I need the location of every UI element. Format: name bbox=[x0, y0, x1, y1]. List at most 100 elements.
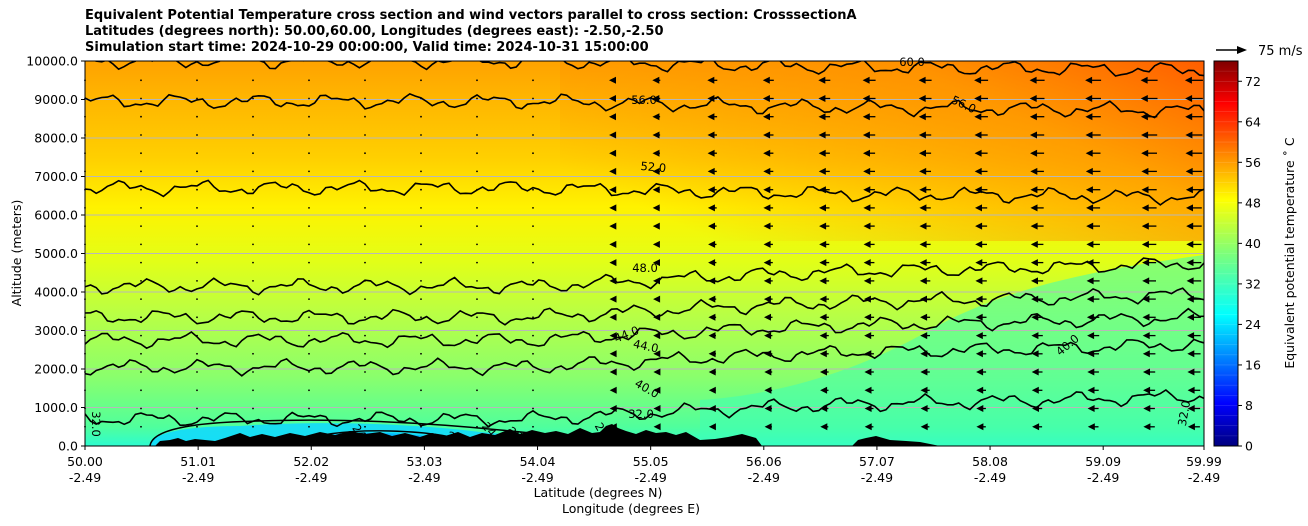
wind-vector bbox=[653, 405, 661, 412]
wind-vector bbox=[1031, 368, 1043, 376]
wind-vector bbox=[1030, 149, 1045, 157]
wind-vector-head bbox=[1085, 131, 1093, 139]
wind-vector bbox=[1141, 204, 1157, 212]
wind-vector-calm bbox=[252, 280, 254, 282]
x-tick-label-lon: -2.49 bbox=[182, 470, 214, 485]
wind-vector bbox=[707, 186, 717, 194]
wind-vector-head bbox=[975, 350, 983, 358]
wind-vector bbox=[920, 313, 931, 321]
contour-line-56 bbox=[85, 92, 1204, 119]
wind-vector-head bbox=[708, 222, 715, 230]
wind-vector bbox=[1085, 131, 1101, 139]
wind-vector-head bbox=[609, 186, 617, 194]
wind-vector bbox=[609, 167, 617, 175]
x-axis-label-latitude: Latitude (degrees N) bbox=[534, 485, 663, 500]
wind-vector-head bbox=[763, 113, 770, 121]
colorbar-label: Equivalent potential temperature ˚ C bbox=[1282, 137, 1297, 369]
wind-vector bbox=[1142, 313, 1156, 321]
wind-vector-head bbox=[708, 240, 716, 248]
wind-vector-calm bbox=[476, 207, 478, 209]
y-axis: 0.0 1000.0 2000.0 3000.0 4000.0 5000.0 6000.0 7… bbox=[26, 54, 85, 454]
wind-vector bbox=[762, 76, 774, 84]
wind-vector bbox=[763, 222, 773, 230]
wind-vector-head bbox=[609, 222, 617, 230]
wind-vector-calm bbox=[196, 207, 198, 209]
wind-vector-head bbox=[864, 332, 872, 340]
wind-vector-calm bbox=[252, 261, 254, 264]
wind-vector bbox=[653, 332, 661, 340]
colorbar-bands bbox=[1214, 70, 1238, 437]
chart-title-line-1: Equivalent Potential Temperature cross s… bbox=[85, 8, 857, 23]
wind-vector-calm bbox=[196, 280, 198, 282]
wind-vector-head bbox=[1086, 277, 1094, 285]
wind-vector-head bbox=[652, 95, 660, 102]
wind-vector bbox=[1085, 76, 1102, 84]
wind-vector-calm bbox=[196, 334, 198, 337]
wind-vector bbox=[653, 313, 661, 321]
wind-vector bbox=[1143, 423, 1155, 431]
wind-vector bbox=[1185, 186, 1202, 194]
wind-vector-head bbox=[763, 167, 771, 175]
wind-vector bbox=[862, 113, 876, 121]
wind-vector-head bbox=[1187, 405, 1195, 412]
wind-vector bbox=[1185, 167, 1203, 175]
wind-vector bbox=[974, 186, 988, 194]
wind-vector bbox=[975, 222, 988, 230]
contour-line-36 bbox=[85, 338, 1204, 377]
wind-vector-calm bbox=[196, 134, 198, 136]
wind-vector bbox=[1087, 350, 1099, 358]
wind-vector-head bbox=[652, 167, 660, 175]
wind-vector-head bbox=[1030, 149, 1038, 157]
colorbar-tick-label: 40 bbox=[1245, 236, 1261, 251]
wind-vector bbox=[818, 113, 831, 121]
plot-area: 60.056.0 56.052.048.044.044.040.040.032.0… bbox=[84, 55, 1205, 447]
wind-vector bbox=[1030, 240, 1044, 248]
wind-vector-calm bbox=[252, 170, 254, 173]
wind-vector-head bbox=[862, 95, 870, 102]
wind-vector bbox=[652, 76, 661, 84]
wind-vector-head bbox=[1187, 368, 1195, 376]
wind-vector-calm bbox=[364, 207, 366, 209]
wind-vector-head bbox=[1086, 204, 1094, 212]
wind-vector-head bbox=[609, 313, 617, 321]
colorbar-tick-label: 48 bbox=[1245, 195, 1261, 210]
wind-vector bbox=[1031, 313, 1043, 321]
wind-vector-head bbox=[652, 240, 660, 248]
wind-vector bbox=[763, 131, 774, 139]
wind-vector-calm bbox=[420, 371, 422, 373]
wind-vector-head bbox=[1142, 295, 1150, 303]
wind-vector bbox=[819, 313, 829, 321]
wind-vector bbox=[864, 405, 874, 412]
wind-vector-head bbox=[1140, 76, 1148, 84]
wind-vector bbox=[653, 277, 660, 285]
wind-vector-head bbox=[707, 149, 715, 157]
wind-vector bbox=[863, 259, 875, 267]
wind-vector-calm bbox=[476, 371, 478, 373]
wind-vector-head bbox=[1141, 240, 1149, 248]
wind-vector bbox=[609, 149, 617, 157]
wind-vector bbox=[820, 386, 829, 394]
wind-vector-head bbox=[920, 423, 928, 431]
wind-vector-calm bbox=[364, 298, 366, 300]
wind-vector-calm bbox=[140, 79, 142, 82]
contour-line-40 bbox=[85, 307, 1204, 350]
wind-vector bbox=[818, 186, 830, 194]
wind-vector-head bbox=[1186, 204, 1193, 212]
wind-vector-head bbox=[653, 295, 661, 303]
wind-vector bbox=[919, 149, 932, 157]
wind-vector bbox=[975, 277, 987, 285]
wind-vector-head bbox=[1187, 313, 1194, 321]
wind-vector-head bbox=[1030, 186, 1038, 194]
wind-vector-calm bbox=[476, 352, 478, 355]
wind-vector bbox=[976, 405, 986, 412]
wind-vector-head bbox=[975, 313, 983, 321]
wind-vector bbox=[763, 149, 774, 157]
wind-vector bbox=[864, 368, 874, 376]
wind-vector-head bbox=[1185, 186, 1193, 194]
wind-vector-head bbox=[975, 259, 983, 267]
contour-label: 52.0 bbox=[640, 159, 667, 175]
wind-vector-head bbox=[1087, 332, 1095, 340]
wind-vector-calm bbox=[532, 188, 534, 191]
wind-vector bbox=[1030, 204, 1044, 212]
wind-vector bbox=[918, 95, 932, 102]
